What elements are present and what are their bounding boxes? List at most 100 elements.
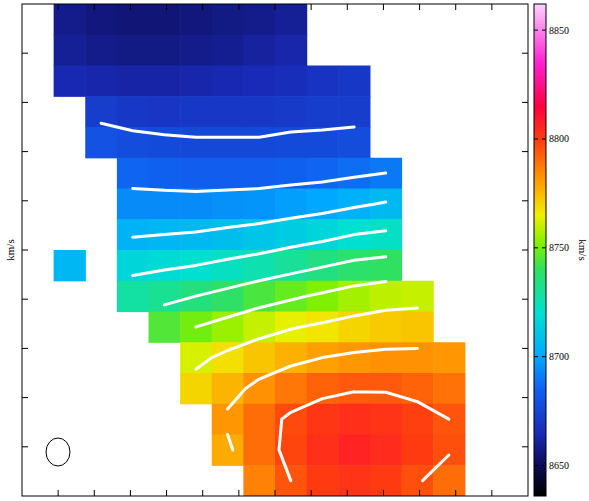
colorbar-tick <box>542 30 546 31</box>
velocity-cell <box>212 4 244 35</box>
velocity-cell <box>275 4 307 35</box>
frame-tick <box>22 446 28 447</box>
frame-tick <box>522 250 528 251</box>
contour <box>279 392 449 481</box>
velocity-cell <box>338 96 370 127</box>
velocity-cell <box>243 189 275 220</box>
velocity-cell <box>149 281 181 312</box>
frame-tick <box>202 490 203 496</box>
colorbar <box>534 4 546 496</box>
colorbar-tick <box>534 30 538 31</box>
velocity-cell <box>212 373 244 404</box>
colorbar-tick <box>534 138 538 139</box>
velocity-cell <box>85 127 117 158</box>
velocity-cell <box>85 66 117 97</box>
velocity-cell <box>370 219 402 250</box>
colorbar-tick <box>534 356 538 357</box>
velocity-cell <box>275 342 307 373</box>
frame-tick <box>166 4 167 10</box>
velocity-cell <box>402 465 434 496</box>
velocity-cell <box>117 4 149 35</box>
frame-tick <box>58 490 59 496</box>
velocity-cell <box>180 373 212 404</box>
velocity-cell <box>243 4 275 35</box>
velocity-cell <box>338 373 370 404</box>
frame-tick <box>522 53 528 54</box>
frame-tick <box>522 299 528 300</box>
velocity-cell <box>180 4 212 35</box>
velocity-cell <box>85 4 117 35</box>
velocity-cell <box>149 96 181 127</box>
frame-tick <box>419 4 420 10</box>
velocity-cell <box>338 435 370 466</box>
velocity-cell <box>117 35 149 66</box>
frame-tick <box>22 348 28 349</box>
contour <box>133 231 386 276</box>
velocity-cell <box>243 96 275 127</box>
velocity-cell <box>275 35 307 66</box>
colorbar-tick-label: 8850 <box>549 25 569 36</box>
velocity-map: km/s86508700875088008850km/s <box>0 0 589 501</box>
frame-tick <box>347 490 348 496</box>
velocity-cell <box>243 435 275 466</box>
frame-tick <box>22 53 28 54</box>
frame-tick <box>419 490 420 496</box>
velocity-cell <box>243 158 275 189</box>
velocity-cell <box>370 404 402 435</box>
velocity-cell <box>85 35 117 66</box>
colorbar-tick-label: 8650 <box>549 460 569 471</box>
velocity-cell <box>149 250 181 281</box>
frame-tick <box>455 4 456 10</box>
velocity-cell <box>370 281 402 312</box>
velocity-cell <box>212 250 244 281</box>
frame-tick <box>455 490 456 496</box>
velocity-cell <box>338 158 370 189</box>
frame-tick <box>94 490 95 496</box>
contour <box>133 173 386 192</box>
velocity-cell <box>180 189 212 220</box>
velocity-cell <box>149 66 181 97</box>
velocity-cell <box>212 158 244 189</box>
velocity-cell <box>243 66 275 97</box>
velocity-cell <box>149 35 181 66</box>
frame-tick <box>491 4 492 10</box>
velocity-cell <box>307 66 339 97</box>
velocity-cell <box>275 373 307 404</box>
velocity-cell <box>338 66 370 97</box>
frame-tick <box>275 4 276 10</box>
velocity-cell <box>338 342 370 373</box>
frame-tick <box>522 102 528 103</box>
velocity-cell <box>149 189 181 220</box>
velocity-cell <box>149 312 181 343</box>
velocity-cell <box>149 4 181 35</box>
contour <box>196 308 417 369</box>
velocity-cell <box>370 312 402 343</box>
contour <box>133 202 386 237</box>
contour <box>164 257 385 305</box>
velocity-cell <box>180 35 212 66</box>
velocity-cell <box>338 127 370 158</box>
velocity-cell <box>243 127 275 158</box>
velocity-cell <box>338 465 370 496</box>
velocity-cell <box>243 342 275 373</box>
contour <box>101 123 354 137</box>
velocity-cell <box>370 465 402 496</box>
frame-tick <box>166 490 167 496</box>
frame-tick <box>130 4 131 10</box>
colorbar-tick <box>542 356 546 357</box>
frame-tick <box>491 490 492 496</box>
colorbar-tick <box>542 138 546 139</box>
velocity-cell <box>117 158 149 189</box>
frame-tick <box>311 490 312 496</box>
colorbar-label: km/s <box>577 239 589 260</box>
velocity-cell <box>117 189 149 220</box>
velocity-cell <box>370 342 402 373</box>
frame-tick <box>522 446 528 447</box>
frame-tick <box>522 151 528 152</box>
colorbar-tick <box>542 465 546 466</box>
frame-tick <box>22 397 28 398</box>
frame-tick <box>522 348 528 349</box>
velocity-cell <box>180 219 212 250</box>
plot-area <box>22 4 528 496</box>
velocity-cell <box>243 404 275 435</box>
